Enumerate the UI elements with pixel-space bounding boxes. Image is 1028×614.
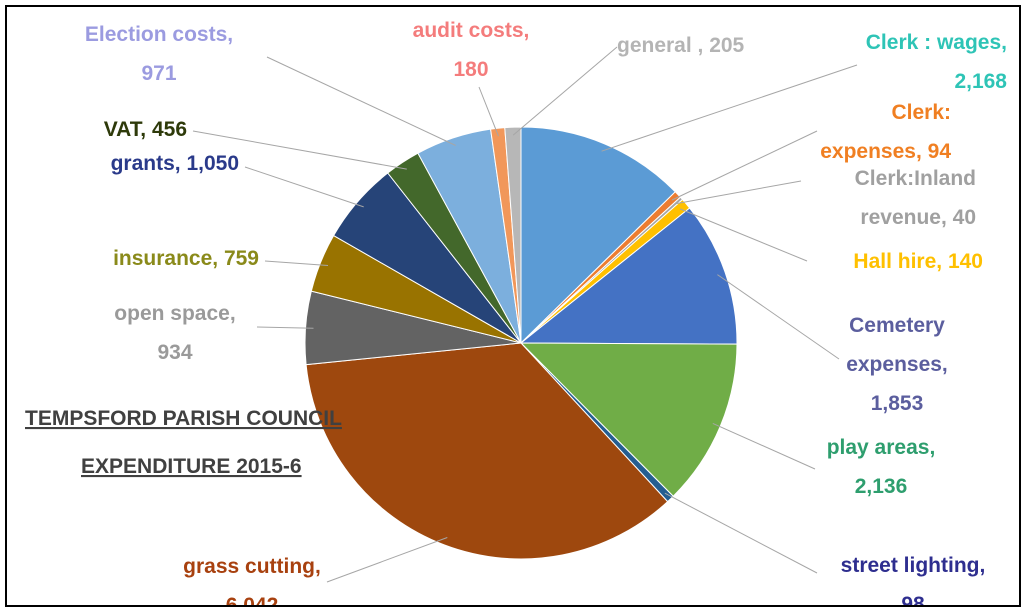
leader-line xyxy=(192,130,407,170)
leader-line xyxy=(664,492,818,574)
leader-line xyxy=(675,180,802,205)
pie-slice-general xyxy=(504,126,522,344)
chart-title-line-2: EXPENDITURE 2015-6 xyxy=(81,455,302,478)
leader-line xyxy=(244,166,364,208)
data-label: Clerk : wages, 2,168 xyxy=(866,31,1008,93)
data-label: open space, 934 xyxy=(114,302,235,364)
leader-line xyxy=(266,56,456,146)
leader-line xyxy=(478,86,499,137)
pie-slices xyxy=(304,126,738,560)
leader-line xyxy=(679,208,808,262)
data-label: Clerk: expenses, 94 xyxy=(820,101,951,163)
data-label: street lighting, 98 xyxy=(841,554,986,605)
data-label: Cemetery expenses, 1,853 xyxy=(846,314,948,415)
leader-line xyxy=(712,422,816,470)
data-label: play areas, 2,136 xyxy=(827,436,936,498)
leader-line xyxy=(671,130,818,201)
data-labels: Clerk : wages, 2,168 Clerk: expenses, 94Cle… xyxy=(85,19,1007,605)
leader-line xyxy=(512,46,618,136)
pie-slice-grass-cutting xyxy=(305,342,669,560)
data-label: Clerk:Inland revenue, 40 xyxy=(855,167,976,229)
data-label: grants, 1,050 xyxy=(111,152,239,175)
data-label: VAT, 456 xyxy=(104,118,187,141)
chart-frame: Clerk : wages, 2,168 Clerk: expenses, 94 Cle… xyxy=(5,5,1021,607)
leader-line xyxy=(326,537,448,583)
data-label: general , 205 xyxy=(617,34,745,57)
leader-line xyxy=(264,260,329,266)
leader-line xyxy=(256,326,314,329)
data-label: Hall hire, 140 xyxy=(853,250,983,273)
pie-slice-clerk-wages xyxy=(520,126,676,345)
data-label: audit costs, 180 xyxy=(413,19,530,81)
leader-line xyxy=(717,274,840,360)
data-label: Election costs, 971 xyxy=(85,23,233,85)
leader-lines xyxy=(192,46,858,583)
data-label: insurance, 759 xyxy=(113,247,259,270)
data-label: grass cutting,6,042 xyxy=(183,555,321,605)
chart-title-line-1: TEMPSFORD PARISH COUNCIL xyxy=(25,407,342,430)
leader-line xyxy=(601,64,858,152)
pie-chart: Clerk : wages, 2,168 Clerk: expenses, 94Cle… xyxy=(25,19,1007,605)
